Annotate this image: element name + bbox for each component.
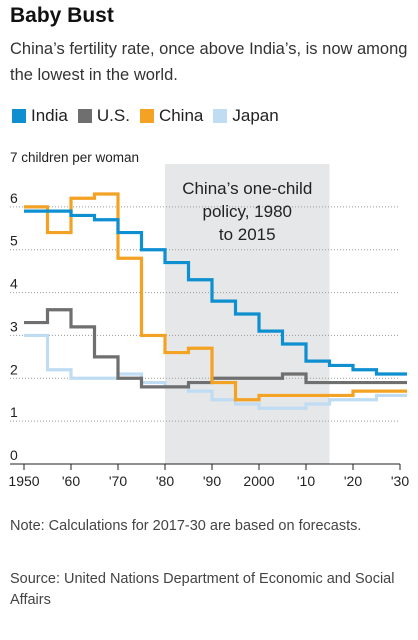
chart-note: Note: Calculations for 2017-30 are based… [10, 518, 362, 534]
series-line-china [24, 192, 407, 402]
x-tick-label-2010: '10 [297, 473, 315, 489]
series-line-india [24, 209, 407, 376]
legend-label-us: U.S. [96, 106, 130, 125]
shade-label-line-1: China’s one-child [182, 179, 312, 198]
fertility-chart: 0 1 2 3 4 5 6 1950 '60 '70 '80 '90 2000 '10 '20 '30 Chin… [8, 164, 409, 489]
legend-label-japan: Japan [232, 106, 279, 125]
y-axis-label: 7 children per woman [10, 150, 140, 165]
legend-label-china: China [158, 106, 204, 125]
series-line-us [24, 308, 407, 389]
chart-source: Source: United Nations Department of Eco… [10, 571, 395, 608]
legend-label-india: India [31, 106, 68, 125]
legend-item-china: China [139, 106, 204, 126]
y-tick-label-0: 0 [10, 447, 18, 463]
legend-swatch-china [139, 109, 154, 123]
x-tick-label-1950: 1950 [8, 473, 39, 489]
x-tick-label-1970: '70 [109, 473, 127, 489]
legend-item-us: U.S. [77, 106, 130, 126]
series-line-japan [24, 333, 407, 410]
x-tick-label-2020: '20 [344, 473, 362, 489]
shade-label-line-3: to 2015 [219, 225, 276, 244]
legend-swatch-india [12, 109, 26, 123]
x-tick-label-1980: '80 [156, 473, 174, 489]
x-tick-label-1960: '60 [62, 473, 80, 489]
legend: India U.S. China Japan [12, 104, 289, 128]
y-tick-label-3: 3 [10, 318, 18, 334]
y-tick-label-2: 2 [10, 361, 18, 377]
chart-subtitle: China’s fertility rate, once above India… [10, 40, 408, 84]
x-tick-label-1990: '90 [203, 473, 221, 489]
y-tick-label-1: 1 [10, 404, 18, 420]
shade-label-line-2: policy, 1980 [203, 202, 292, 221]
legend-swatch-us [77, 109, 92, 123]
y-tick-label-6: 6 [10, 190, 18, 206]
legend-item-india: India [12, 106, 68, 126]
x-tick-label-2000: 2000 [243, 473, 274, 489]
x-tick-label-2030: '30 [391, 473, 409, 489]
legend-item-japan: Japan [213, 106, 279, 126]
y-tick-label-5: 5 [10, 233, 18, 249]
chart-title: Baby Bust [10, 4, 114, 27]
y-tick-label-4: 4 [10, 276, 18, 292]
legend-swatch-japan [213, 109, 228, 123]
